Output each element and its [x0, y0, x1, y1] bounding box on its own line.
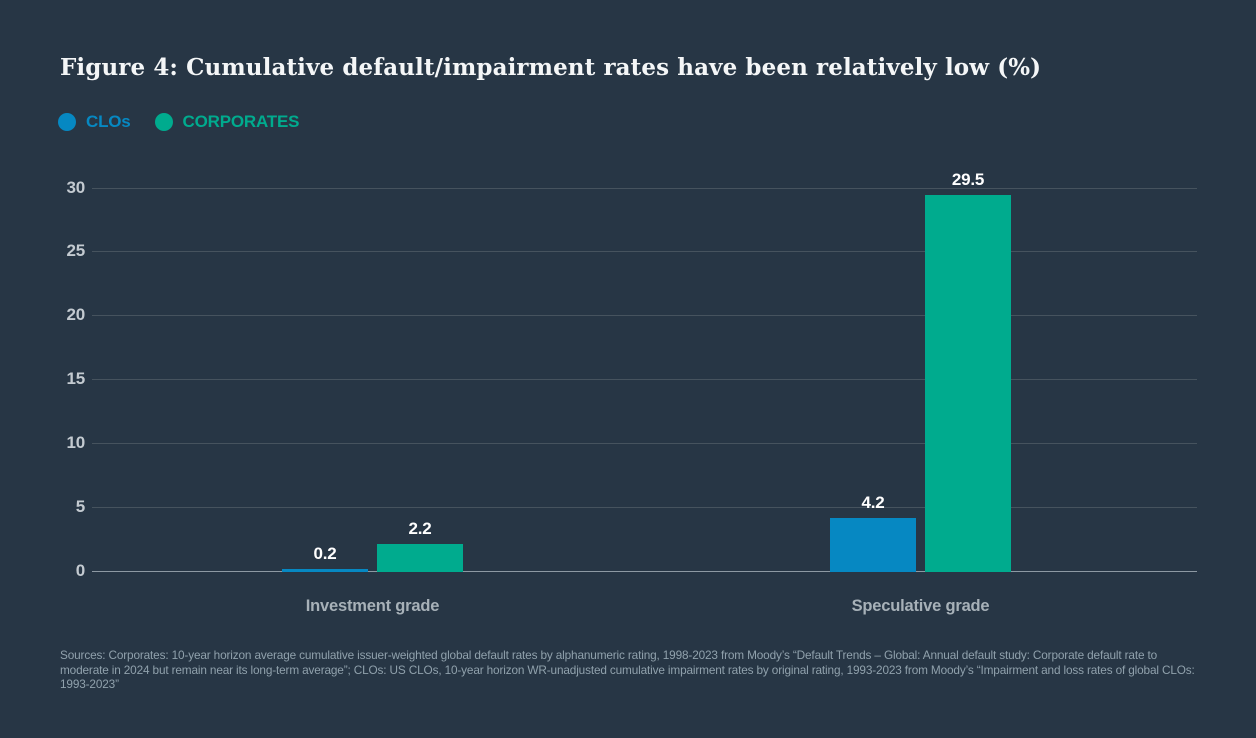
gridline — [92, 187, 1197, 189]
y-tick-label: 20 — [66, 305, 85, 325]
bar-value-label: 29.5 — [951, 169, 985, 189]
gridline — [92, 251, 1197, 253]
legend-dot-corporates-icon — [154, 113, 173, 131]
y-tick-label: 0 — [75, 561, 85, 580]
bar-clos-speculative-grade — [830, 518, 916, 572]
y-tick-label: 5 — [75, 497, 85, 517]
legend-item-corporates: CORPORATES — [154, 112, 300, 132]
y-tick-label: 25 — [66, 241, 85, 261]
bar-value-label: 2.2 — [408, 518, 432, 538]
gridline — [92, 507, 1197, 509]
gridline — [92, 315, 1197, 317]
x-axis-label-speculative-grade: Speculative grade — [851, 597, 990, 615]
plot-area: 0 5 10 15 20 25 30 0.2 4.2 2.2 29.5 Investment grad… — [66, 160, 1197, 615]
bar-value-label: 0.2 — [313, 544, 337, 564]
bar-corporates-speculative-grade — [925, 194, 1011, 572]
y-tick-label: 15 — [66, 369, 85, 389]
x-axis-baseline — [92, 571, 1197, 572]
bar-clos-investment-grade — [282, 569, 368, 572]
legend-dot-clos-icon — [58, 113, 76, 131]
legend-label-clos: CLOs — [86, 112, 131, 131]
bar-corporates-investment-grade — [377, 543, 463, 572]
chart-legend: CLOs CORPORATES — [58, 112, 299, 132]
y-tick-label: 30 — [66, 177, 85, 197]
gridline — [92, 379, 1197, 381]
source-note: Sources: Corporates: 10-year horizon ave… — [60, 648, 1195, 691]
x-axis-label-investment-grade: Investment grade — [305, 597, 440, 615]
gridline — [92, 443, 1197, 445]
legend-label-corporates: CORPORATES — [182, 112, 300, 131]
chart-title: Figure 4: Cumulative default/impairment … — [60, 54, 1042, 81]
legend-item-clos: CLOs — [58, 112, 131, 132]
bar-value-label: 4.2 — [861, 493, 885, 513]
y-tick-label: 10 — [66, 433, 85, 453]
